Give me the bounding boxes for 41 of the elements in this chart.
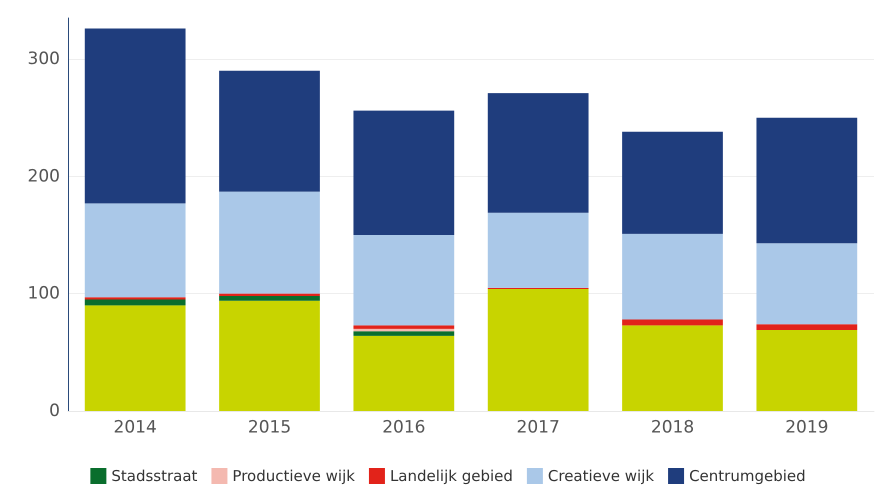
bar [756,324,858,330]
bar [219,70,320,192]
bar [756,330,858,411]
bar [219,300,320,411]
bar [84,305,186,411]
x-tick-label: 2017 [516,418,560,438]
legend-label: Creatieve wijk [548,467,654,485]
bar [353,336,454,411]
x-tick-label: 2014 [114,418,157,438]
legend-label: Centrumgebied [689,467,806,485]
bar [84,203,186,298]
x-tick-label: 2019 [785,418,828,438]
legend-label: Stadsstraat [111,467,198,485]
bar [622,319,723,326]
bar [84,297,186,300]
bar [756,118,858,244]
x-tick-label: 2016 [382,418,426,438]
bar [353,235,454,326]
bar [488,288,589,411]
bar [622,234,723,320]
bar [219,192,320,294]
bar [219,296,320,301]
bar [488,93,589,213]
bar [353,325,454,329]
x-tick-label: 2015 [248,418,292,438]
bar [219,294,320,296]
bar [622,132,723,234]
y-tick-label: 200 [28,166,60,186]
y-tick-label: 300 [28,49,60,70]
legend-label: Landelijk gebied [390,467,513,485]
bar [488,212,589,288]
bar [84,28,186,204]
y-tick-label: 100 [28,284,60,304]
bar [84,300,186,306]
bar [353,110,454,236]
x-tick-label: 2018 [650,418,694,438]
bar [353,331,454,336]
legend-label: Productieve wijk [232,467,356,485]
y-tick-label: 0 [49,401,60,421]
bar [622,325,723,411]
bar [756,243,858,324]
